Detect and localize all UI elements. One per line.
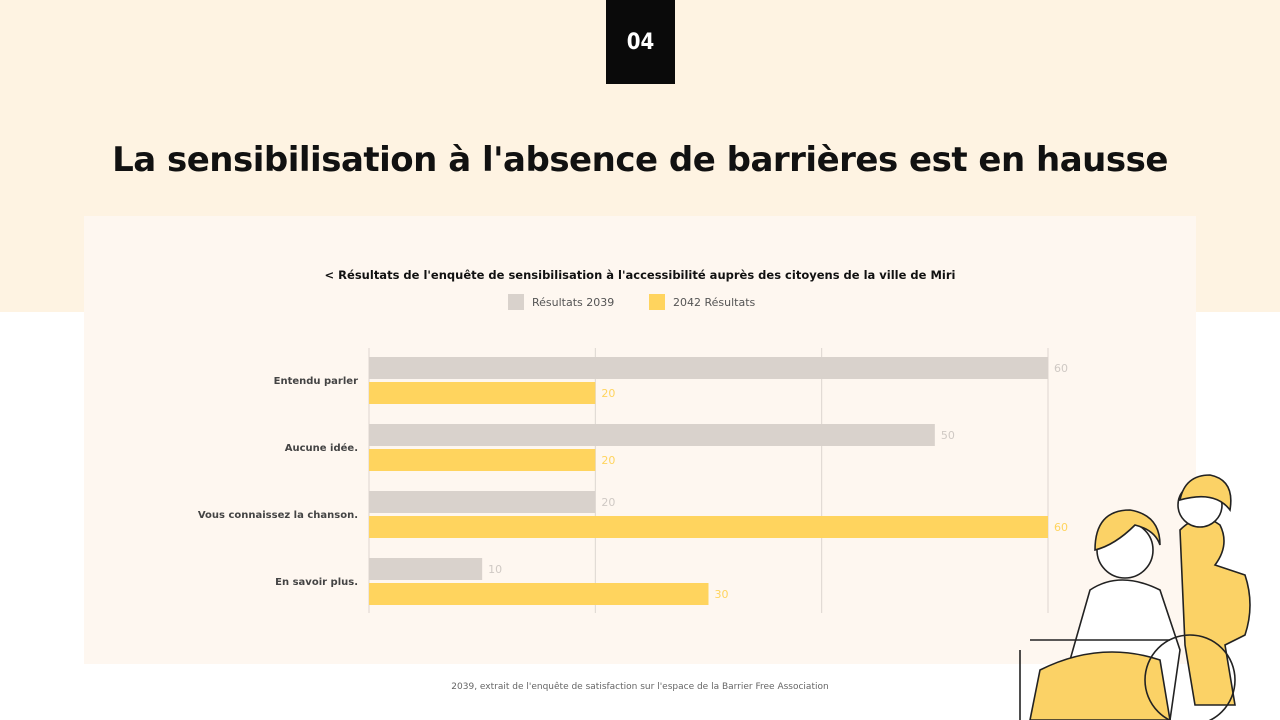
legend-label: Résultats 2039 — [532, 295, 615, 309]
data-label: 30 — [715, 588, 729, 601]
slide-number: 04 — [606, 0, 675, 84]
category-label: Entendu parler — [274, 376, 358, 387]
legend-swatch — [649, 294, 665, 310]
bar — [369, 583, 709, 605]
page-title: La sensibilisation à l'absence de barriè… — [112, 140, 1168, 180]
legend-label: 2042 Résultats — [673, 295, 756, 309]
legend-item-2039: Résultats 2039 — [508, 294, 614, 310]
data-label: 50 — [941, 429, 955, 442]
data-label: 60 — [1054, 521, 1068, 534]
data-label: 20 — [601, 496, 615, 509]
chart-title: < Résultats de l'enquête de sensibilisat… — [324, 268, 956, 282]
data-label: 60 — [1054, 362, 1068, 375]
bar — [369, 516, 1048, 538]
legend-swatch — [508, 294, 524, 310]
footer-source: 2039, extrait de l'enquête de satisfacti… — [451, 682, 829, 692]
category-label: En savoir plus. — [275, 577, 358, 588]
category-label: Vous connaissez la chanson. — [198, 510, 358, 521]
data-label: 20 — [601, 387, 615, 400]
bar — [369, 424, 935, 446]
bar — [369, 449, 596, 471]
category-label: Aucune idée. — [285, 442, 358, 454]
data-label: 20 — [601, 454, 615, 467]
data-label: 10 — [488, 563, 502, 576]
wheelchair-illustration — [1019, 474, 1251, 720]
bar — [369, 382, 596, 404]
bar — [369, 357, 1048, 379]
bar — [369, 491, 596, 513]
legend-item-2042: 2042 Résultats — [649, 294, 755, 310]
bar — [369, 558, 483, 580]
